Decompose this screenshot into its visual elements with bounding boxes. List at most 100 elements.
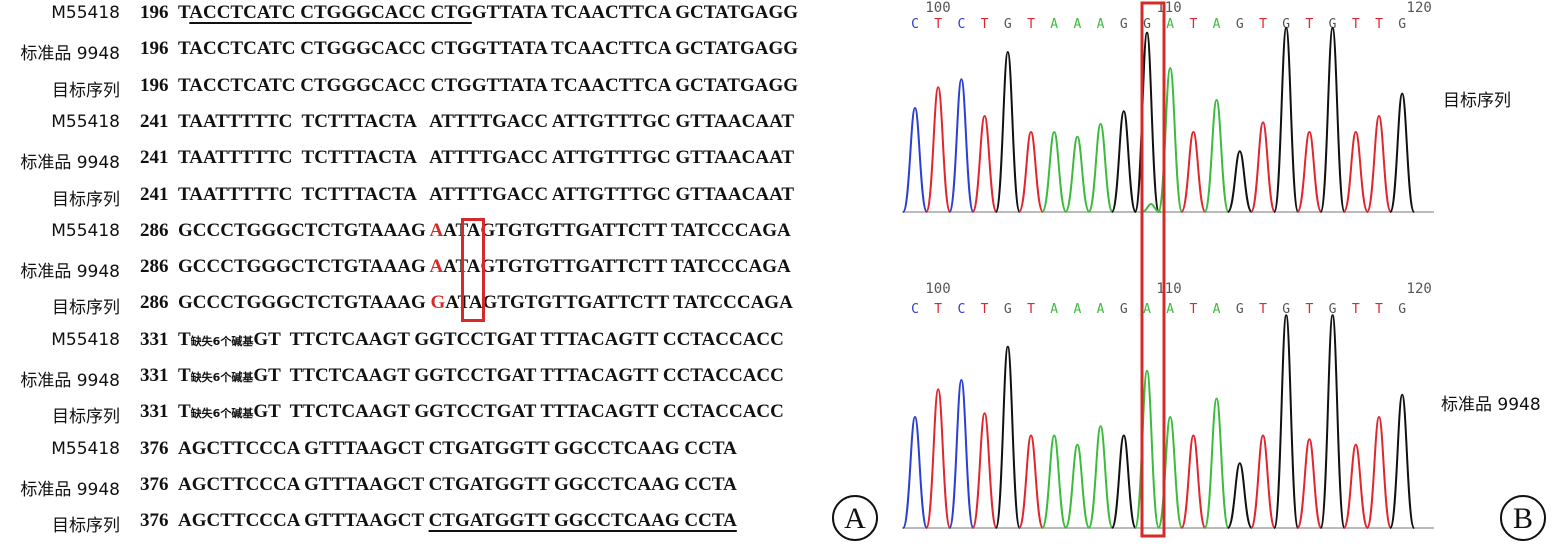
base-call-letter: T	[1305, 17, 1313, 32]
sequence-label: M55418	[51, 111, 120, 132]
sequence-text: TACCTCATC CTGGGCACC CTGGTTATA TCAACTTCA …	[178, 75, 798, 97]
base-call-letter: G	[1398, 302, 1406, 317]
base-call-letter: G	[1398, 17, 1406, 32]
sequence-label: M55418	[51, 220, 120, 241]
chromatogram-peak	[1018, 434, 1044, 529]
sequence-segment: GT TTCTCAAGT GGTCCTGAT TTTACAGTT CCTACCA…	[253, 365, 784, 386]
sequence-segment: 缺失6个碱基	[190, 334, 254, 348]
chromatogram-peak	[1018, 130, 1044, 213]
base-call-letter: A	[1073, 302, 1081, 317]
base-call-letter: T	[1375, 302, 1383, 317]
chromatogram-peak	[1366, 415, 1392, 529]
chromatogram-peak	[994, 50, 1021, 213]
chromatogram-peak	[1041, 130, 1068, 213]
sequence-label: 目标序列	[52, 407, 120, 428]
position-tick-label: 100	[925, 281, 950, 297]
sequence-segment: GCCCTGGGCTCTGTAAAG	[178, 256, 430, 278]
base-call-letter: T	[981, 17, 989, 32]
chromatogram-peak	[1203, 397, 1230, 529]
sequence-segment: T	[178, 328, 191, 350]
base-call-letter: C	[911, 17, 919, 32]
sequence-label: 目标序列	[52, 80, 120, 101]
sequence-segment: TACCTCATC CTGGGCACC CTGGTTATA TCAACTTCA …	[178, 74, 799, 96]
base-call-letter: A	[1050, 302, 1058, 317]
sequence-position: 286	[140, 256, 169, 278]
sequence-segment: GT TTCTCAAGT GGTCCTGAT TTTACAGTT CCTACCA…	[253, 328, 784, 350]
base-call-letter: T	[1352, 17, 1360, 32]
base-call-letter: G	[1236, 302, 1244, 317]
base-call-letter: T	[1189, 17, 1197, 32]
sequence-segment: TACCTCATC CTGGGCACC CTGGTTATA TCAACTTCA …	[178, 38, 799, 60]
chromatogram-peak	[925, 86, 952, 213]
base-call-letter: A	[1097, 17, 1105, 32]
sequence-segment: CTGATGGTT GGCCTCAAG CCTA	[428, 510, 737, 532]
sequence-label: M55418	[51, 438, 120, 459]
base-call-letter: A	[1166, 17, 1174, 32]
base-call-letter: T	[1305, 302, 1313, 317]
sequence-segment: 缺失6个碱基	[190, 371, 254, 384]
sequence-position: 286	[140, 292, 169, 314]
sequence-position: 286	[140, 219, 169, 241]
sequence-position: 331	[140, 365, 169, 386]
base-call-letter: G	[1143, 17, 1151, 32]
base-call-letter: T	[934, 302, 942, 317]
sequence-label: M55418	[51, 3, 120, 23]
position-tick-label: 120	[1407, 281, 1432, 297]
sequence-position: 331	[140, 401, 169, 423]
base-call-letter: G	[1004, 17, 1012, 32]
sequence-text: TAATTTTTC TCTTTACTA ATTTTGACC ATTGTTTGC …	[178, 184, 794, 206]
base-call-letter: G	[1329, 302, 1337, 317]
sequence-text: T缺失6个碱基GT TTCTCAAGT GGTCCTGAT TTTACAGTT …	[178, 365, 784, 387]
base-call-letter: A	[1166, 302, 1174, 317]
chromatogram-peak	[1389, 92, 1416, 213]
chromatogram-peak	[948, 78, 975, 213]
base-call-letter: C	[957, 17, 965, 32]
sequence-position: 196	[140, 2, 169, 23]
chromatogram-peak	[1296, 130, 1323, 213]
chromatogram-peak	[902, 415, 928, 529]
base-call-letter: G	[1282, 17, 1290, 32]
sequence-segment: ACCTCATC CTGGGCACC CTG	[189, 2, 472, 23]
sequence-segment: TAATTTTTC TCTTTACTA ATTTTGACC ATTGTTTGC …	[178, 110, 795, 132]
sequence-position: 196	[140, 38, 169, 60]
base-call-letter: G	[1120, 302, 1128, 317]
base-call-letter: T	[1027, 302, 1035, 317]
sequence-label: 目标序列	[52, 516, 120, 537]
sequence-text: GCCCTGGGCTCTGTAAAG AATAGTGTGTTGATTCTT TA…	[178, 220, 791, 242]
base-call-letter: G	[1236, 17, 1244, 32]
sequence-text: TACCTCATC CTGGGCACC CTGGTTATA TCAACTTCA …	[178, 2, 798, 24]
base-call-letter: A	[1213, 17, 1221, 32]
sequence-text: TACCTCATC CTGGGCACC CTGGTTATA TCAACTTCA …	[178, 38, 798, 60]
base-call-letter: A	[1143, 302, 1151, 317]
chromatogram-peak	[1180, 434, 1207, 529]
sequence-position: 241	[140, 110, 169, 132]
sequence-segment: A	[429, 256, 444, 278]
sequence-segment: TAATTTTTC TCTTTACTA ATTTTGACC ATTGTTTGC …	[178, 147, 795, 169]
sequence-position: 241	[140, 183, 169, 205]
base-call-letter: G	[1004, 302, 1012, 317]
chromatogram-peak	[1273, 314, 1300, 529]
sequence-segment: ATAGTGTGTTGATTCTT TATCCCAGA	[445, 292, 793, 314]
sequence-segment: GCCCTGGGCTCTGTAAAG	[178, 292, 431, 314]
chromatogram-peak	[1134, 31, 1160, 213]
sequence-label: 目标序列	[52, 298, 120, 319]
chromatogram-peak	[1064, 135, 1091, 213]
chromatogram-peak	[1296, 438, 1323, 529]
sequence-position: 376	[140, 473, 169, 495]
chromatogram-peak	[925, 388, 952, 529]
sequence-label: 标准品 9948	[20, 479, 120, 500]
sequence-label: M55418	[51, 329, 120, 350]
base-call-letter: A	[1097, 302, 1105, 317]
base-call-letter: T	[1352, 302, 1360, 317]
chromatogram-peak	[994, 345, 1021, 529]
sequence-label: 标准品 9948	[20, 153, 120, 174]
sequence-segment: T	[178, 401, 191, 423]
chromatogram-peak	[1140, 202, 1162, 213]
base-call-letter: G	[1120, 17, 1128, 32]
chromatogram-peak	[1157, 415, 1184, 529]
sequence-text: AGCTTCCCA GTTTAAGCT CTGATGGTT GGCCTCAAG …	[178, 510, 737, 532]
sequence-segment: G	[430, 292, 446, 314]
chromatogram-peak	[1087, 425, 1114, 529]
base-call-letter: T	[1259, 302, 1267, 317]
sequence-label: 标准品 9948	[20, 371, 120, 391]
